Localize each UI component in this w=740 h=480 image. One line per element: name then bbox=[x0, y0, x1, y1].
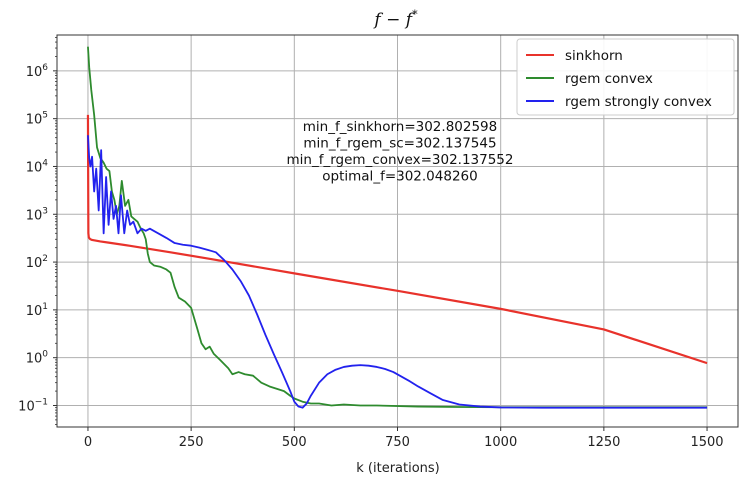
x-tick-label: 500 bbox=[282, 435, 307, 450]
x-axis: 0 250 500 750 1000 1250 1500 bbox=[84, 427, 724, 450]
y-tick-label: 100 bbox=[26, 350, 49, 367]
series-line-sinkhorn bbox=[86, 114, 708, 365]
annotation-line: min_f_sinkhorn=302.802598 bbox=[303, 119, 497, 135]
y-tick-label: 106 bbox=[26, 63, 49, 80]
legend-box bbox=[516, 38, 735, 116]
y-tick-label: 105 bbox=[26, 111, 48, 128]
y-tick-label: 102 bbox=[26, 254, 48, 271]
y-tick-label: 10−1 bbox=[18, 397, 48, 414]
y-tick-label: 103 bbox=[26, 206, 48, 223]
legend-label-rgem-convex: rgem convex bbox=[565, 71, 653, 87]
annotation-block: min_f_sinkhorn=302.802598min_f_rgem_sc=3… bbox=[287, 119, 514, 185]
x-tick-label: 1000 bbox=[484, 435, 517, 450]
y-axis: 10−1 100 101 102 103 104 105 106 bbox=[18, 37, 57, 425]
grid bbox=[57, 35, 738, 427]
x-tick-label: 1500 bbox=[690, 435, 723, 450]
legend: sinkhorn rgem convex rgem strongly convex bbox=[516, 38, 735, 116]
x-tick-label: 250 bbox=[179, 435, 204, 450]
series-line-rgem-strongly-convex bbox=[87, 135, 708, 409]
annotation-line: min_f_rgem_sc=302.137545 bbox=[303, 136, 496, 152]
legend-label-sinkhorn: sinkhorn bbox=[565, 48, 623, 64]
legend-label-rgem-strongly-convex: rgem strongly convex bbox=[565, 94, 712, 110]
series-line-rgem-convex bbox=[87, 46, 708, 409]
y-tick-label: 101 bbox=[26, 302, 48, 319]
x-tick-label: 0 bbox=[84, 435, 92, 450]
x-tick-label: 750 bbox=[385, 435, 410, 450]
chart-title: f − f* bbox=[372, 8, 418, 30]
x-tick-label: 1250 bbox=[587, 435, 620, 450]
annotation-line: optimal_f=302.048260 bbox=[322, 169, 477, 185]
y-tick-label: 104 bbox=[26, 158, 49, 175]
series-layer bbox=[86, 46, 708, 409]
annotation-line: min_f_rgem_convex=302.137552 bbox=[287, 152, 514, 168]
x-axis-label: k (iterations) bbox=[356, 461, 440, 476]
